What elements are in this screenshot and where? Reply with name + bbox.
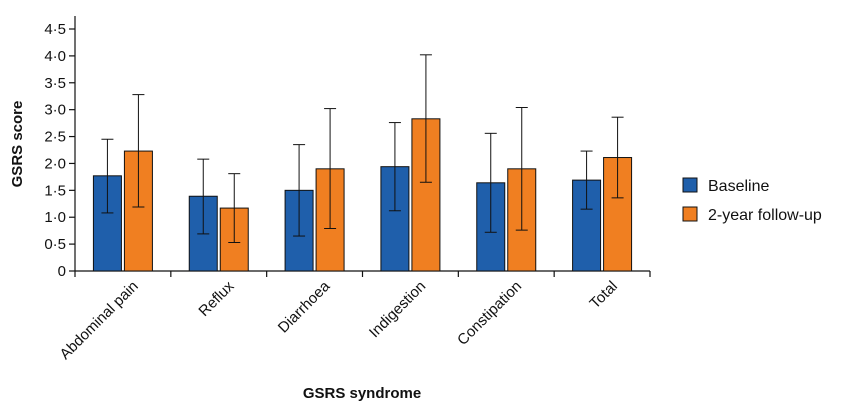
x-tick-label: Abdominal pain [57,278,142,363]
y-tick-label: 3·5 [44,75,66,92]
x-tick-label: Diarrhoea [275,277,334,336]
x-tick-label: Reflux [195,277,237,319]
legend-swatch-baseline [682,177,698,193]
x-tick-label: Total [586,278,620,312]
y-tick-label: 2·5 [44,129,66,146]
bars [92,54,633,272]
y-tick-label: 2·0 [44,155,66,172]
x-axis: Abdominal pain Reflux Diarrhoea Indigestion… [57,270,651,363]
x-axis-title: GSRS syndrome [303,385,421,402]
legend-swatch-follow-up [682,206,698,222]
y-axis: 0 0·5 1·0 1·5 2·0 2·5 3·0 3·5 4·0 4·5 [44,16,76,280]
y-tick-label: 1·5 [44,182,66,199]
y-tick-label: 4·0 [44,48,66,65]
y-tick-label: 0 [58,263,66,280]
y-tick-label: 4·5 [44,21,66,38]
legend-label: 2-year follow-up [708,207,822,224]
x-tick-label: Indigestion [366,278,429,341]
y-axis-title: GSRS score [9,101,26,188]
y-tick-label: 3·0 [44,102,66,119]
legend-label: Baseline [708,178,769,195]
y-tick-label: 0·5 [44,236,66,253]
x-tick-label: Constipation [454,278,525,349]
legend: Baseline 2-year follow-up [682,177,822,224]
y-tick-label: 1·0 [44,209,66,226]
